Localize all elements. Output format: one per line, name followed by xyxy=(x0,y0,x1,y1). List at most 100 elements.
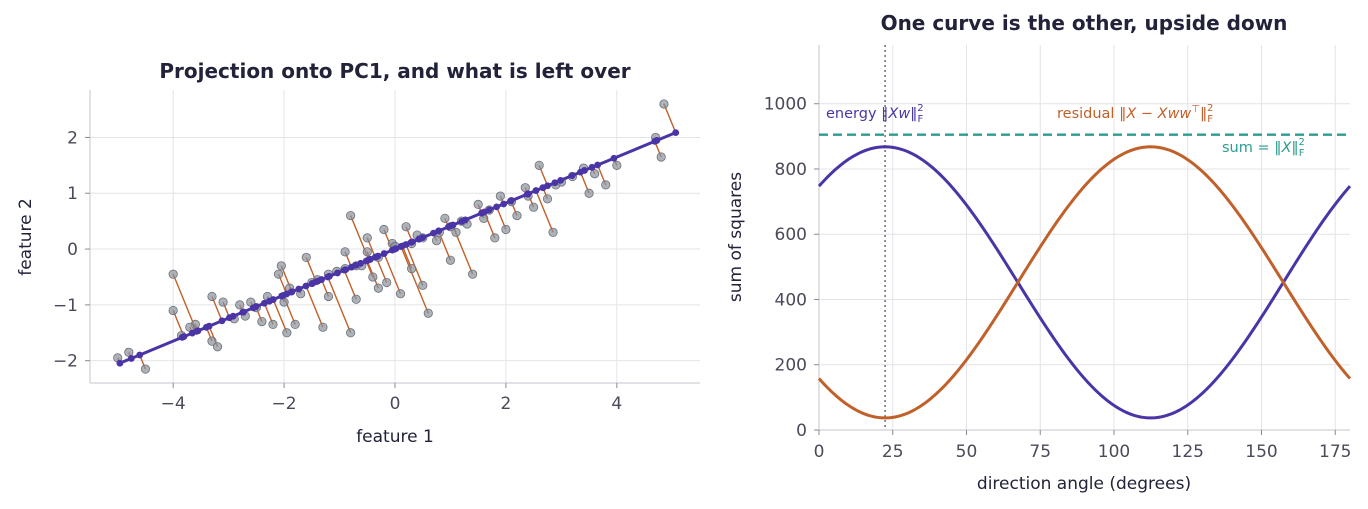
data-point xyxy=(276,261,286,271)
data-point xyxy=(656,152,666,162)
energy-label: energy ‖Xw‖F2 xyxy=(826,103,924,125)
data-point xyxy=(529,202,539,212)
projected-point xyxy=(205,322,213,330)
sum-label: sum = ‖X‖F2 xyxy=(1222,137,1305,159)
projected-point xyxy=(435,227,443,235)
data-point xyxy=(340,247,350,257)
data-point xyxy=(379,224,389,235)
residual-curve xyxy=(817,145,1352,420)
projected-point xyxy=(136,351,144,359)
left-y-tick-label: 2 xyxy=(67,128,78,148)
projected-point xyxy=(194,327,202,335)
data-point xyxy=(423,308,433,318)
projected-point xyxy=(178,333,186,341)
projected-point xyxy=(116,359,124,367)
data-point xyxy=(659,99,669,109)
data-point xyxy=(440,213,450,223)
data-point xyxy=(534,160,544,170)
projected-point xyxy=(419,234,427,242)
data-point xyxy=(612,160,622,170)
data-point xyxy=(168,305,178,316)
data-point xyxy=(431,236,442,246)
data-point xyxy=(490,233,500,243)
data-point xyxy=(395,289,406,299)
projected-point xyxy=(325,272,333,280)
data-point xyxy=(273,269,284,279)
projected-point xyxy=(269,296,277,303)
data-point xyxy=(495,191,505,201)
right-x-axis-label: direction angle (degrees) xyxy=(977,474,1191,494)
projected-point xyxy=(392,245,400,253)
data-point xyxy=(542,194,553,204)
data-point xyxy=(548,227,558,237)
projected-point xyxy=(407,238,415,246)
data-point xyxy=(218,297,228,307)
right-gridlines xyxy=(818,45,1350,431)
residual-segment xyxy=(383,253,402,294)
projected-point xyxy=(380,250,388,257)
projected-point xyxy=(507,197,515,205)
right-x-tick-label: 0 xyxy=(814,442,825,462)
data-point xyxy=(168,269,178,279)
projected-point xyxy=(279,291,287,299)
residual-segment xyxy=(327,276,352,334)
right-y-tick-label: 600 xyxy=(775,225,807,245)
projected-point xyxy=(249,304,257,312)
data-point xyxy=(140,364,151,374)
left-y-tick-label: −2 xyxy=(53,352,78,372)
left-y-tick-label: −1 xyxy=(53,296,78,316)
residual-segment xyxy=(535,190,554,233)
data-point xyxy=(346,328,356,338)
projected-point xyxy=(672,129,680,137)
right-y-tick-label: 0 xyxy=(796,421,807,441)
left-y-tick-label: 0 xyxy=(67,240,78,260)
left-x-axis-label: feature 1 xyxy=(356,427,434,447)
right-y-axis-label: sum of squares xyxy=(726,172,746,302)
projected-point xyxy=(493,203,501,211)
projected-point xyxy=(446,222,454,230)
projected-point xyxy=(314,277,322,285)
data-point xyxy=(407,263,417,274)
projected-point xyxy=(594,161,601,169)
projected-point xyxy=(295,285,303,293)
data-point xyxy=(512,210,522,221)
right-x-tick-label: 75 xyxy=(1029,442,1051,462)
left-x-tick-label: −2 xyxy=(272,394,297,414)
projected-point xyxy=(302,282,310,290)
projected-point xyxy=(557,176,565,184)
right-x-tick-label: 50 xyxy=(956,442,978,462)
data-point xyxy=(445,255,456,265)
projected-point xyxy=(577,168,584,176)
right-y-tick-label: 800 xyxy=(775,160,807,180)
residual-segment xyxy=(305,285,324,328)
data-point xyxy=(207,291,217,302)
projected-point xyxy=(188,329,196,337)
projected-point xyxy=(588,163,596,171)
projected-point xyxy=(308,280,316,287)
projected-point xyxy=(532,187,540,194)
projected-point xyxy=(610,154,618,162)
right-chart: One curve is the other, upside down 0 25 5… xyxy=(726,11,1351,494)
projected-point xyxy=(229,312,237,320)
right-x-tick-label: 150 xyxy=(1245,442,1277,462)
data-point xyxy=(401,222,411,232)
data-point xyxy=(207,336,217,346)
data-point xyxy=(601,180,611,190)
projected-point xyxy=(127,355,135,362)
data-point xyxy=(590,169,600,179)
right-x-ticks: 0 25 50 75 100 125 150 175 xyxy=(814,430,1351,462)
data-point xyxy=(468,269,478,279)
data-point xyxy=(362,247,372,257)
data-point xyxy=(368,272,378,282)
right-x-tick-label: 175 xyxy=(1319,442,1351,462)
residual-segment xyxy=(343,269,357,300)
data-point xyxy=(282,328,292,338)
data-point xyxy=(212,342,223,352)
projected-point xyxy=(342,266,349,273)
projected-point xyxy=(239,308,247,316)
pc1-projection xyxy=(116,129,680,367)
residual-segment xyxy=(272,299,288,334)
left-x-tick-label: −4 xyxy=(161,394,186,414)
projected-point xyxy=(352,261,360,269)
